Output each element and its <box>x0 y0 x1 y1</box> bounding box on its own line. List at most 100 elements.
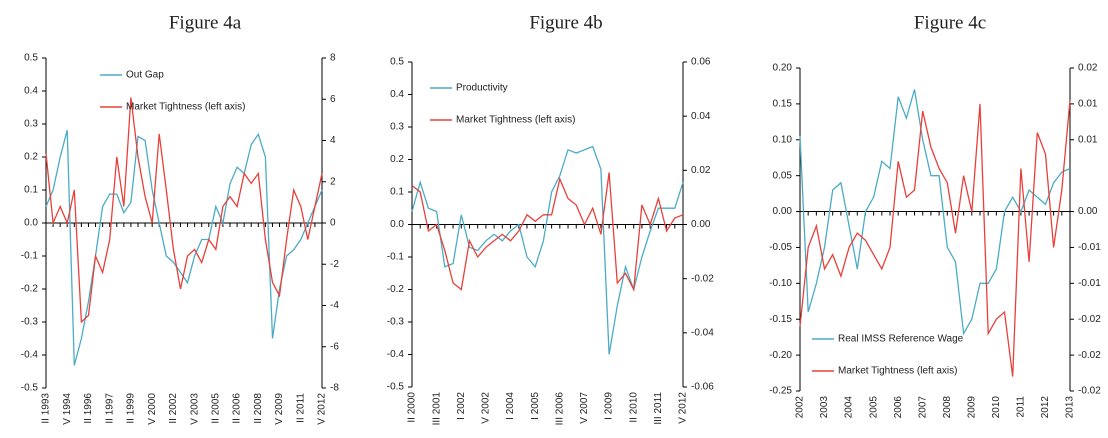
y-tick-label: 0.0 <box>390 219 404 230</box>
legend-label: Market Tightness (left axis) <box>456 115 575 126</box>
legend-label: Real IMSS Reference Wage <box>838 334 964 345</box>
x-tick-label: V 2002 <box>481 392 492 424</box>
series-line <box>45 97 323 324</box>
x-tick-label: 2006 <box>893 396 904 419</box>
x-tick-label: II 2002 <box>168 393 179 424</box>
x-tick-label: II 2005 <box>210 393 221 424</box>
x-tick-label: II 2010 <box>628 392 639 423</box>
x-tick-label: II 2000 <box>407 392 418 423</box>
y2-tick-label: 0.02 <box>1078 63 1098 74</box>
legend-label: Out Gap <box>126 70 164 81</box>
y-tick-label: 0.1 <box>24 185 38 196</box>
y-tick-label: -0.2 <box>387 284 405 295</box>
y-tick-label: -0.15 <box>769 314 792 325</box>
y-tick-label: -0.20 <box>769 350 792 361</box>
y2-tick-label: 0.04 <box>691 111 711 122</box>
x-tick-label: 2008 <box>942 396 953 419</box>
y2-tick-label: -2 <box>330 259 339 270</box>
x-tick-label: II 2008 <box>253 393 264 424</box>
y-tick-label: 0.20 <box>773 63 793 74</box>
y2-tick-label: 6 <box>330 94 336 105</box>
y-tick-label: 0.0 <box>24 218 38 229</box>
y2-tick-label: -0.02 <box>1078 350 1101 361</box>
x-tick-label: II 1999 <box>126 393 137 424</box>
x-tick-label: V 1994 <box>62 393 73 425</box>
x-tick-label: V 2000 <box>147 393 158 425</box>
y2-tick-label: 4 <box>330 135 336 146</box>
y-tick-label: 0.4 <box>24 86 38 97</box>
x-tick-label: 2004 <box>844 396 855 419</box>
y-tick-label: 0.3 <box>24 119 38 130</box>
y-tick-label: 0.15 <box>773 99 793 110</box>
x-tick-label: I 2004 <box>505 392 516 420</box>
y2-tick-label: -0.02 <box>691 273 714 284</box>
y2-tick-label: 0.00 <box>1078 206 1098 217</box>
x-tick-label: 2009 <box>966 396 977 419</box>
series-line <box>799 100 1071 377</box>
y-tick-label: -0.10 <box>769 278 792 289</box>
y-tick-label: 0.3 <box>390 122 404 133</box>
y2-tick-label: 0.01 <box>1078 99 1098 110</box>
y-tick-label: -0.4 <box>387 349 405 360</box>
y-tick-label: -0.2 <box>21 284 39 295</box>
y-tick-label: 0.10 <box>773 134 793 145</box>
series-line <box>45 130 323 366</box>
x-tick-label: V 2012 <box>678 392 689 424</box>
y2-tick-label: 0.01 <box>1078 134 1098 145</box>
x-tick-label: II 1996 <box>83 393 94 424</box>
y-tick-label: -0.05 <box>769 242 792 253</box>
x-tick-label: III 2006 <box>554 392 565 426</box>
y2-tick-label: -0.02 <box>1078 314 1101 325</box>
series-line <box>411 145 684 355</box>
y-tick-label: 0.2 <box>390 154 404 165</box>
y2-tick-label: 0.06 <box>691 57 711 68</box>
x-tick-label: III 2011 <box>653 392 664 425</box>
x-tick-label: 2005 <box>868 396 879 419</box>
legend-label: Productivity <box>456 83 508 94</box>
y2-tick-label: 8 <box>330 53 336 64</box>
x-tick-label: I 2009 <box>604 392 615 420</box>
x-tick-label: 2013 <box>1065 396 1076 419</box>
x-tick-label: 2002 <box>795 396 806 419</box>
y2-tick-label: 0 <box>330 218 336 229</box>
x-tick-label: V 2012 <box>317 393 328 425</box>
y-tick-label: 0.5 <box>24 53 38 64</box>
chart-title: Figure 4a <box>169 12 242 33</box>
x-tick-label: 2010 <box>991 396 1002 419</box>
x-tick-label: II 2006 <box>232 393 243 424</box>
y2-tick-label: -0.01 <box>1078 242 1101 253</box>
x-tick-label: 2003 <box>819 396 830 419</box>
y-tick-label: -0.5 <box>387 382 405 393</box>
y-tick-label: 0.5 <box>390 57 404 68</box>
chart-title: Figure 4b <box>529 12 602 33</box>
y2-tick-label: -0.06 <box>691 382 714 393</box>
y-tick-label: -0.1 <box>387 252 405 263</box>
y-tick-label: -0.3 <box>21 317 39 328</box>
series-line <box>799 89 1071 336</box>
y2-tick-label: 0.00 <box>691 219 711 230</box>
x-tick-label: I 2005 <box>530 392 541 420</box>
legend-label: Market Tightness (left axis) <box>838 366 957 377</box>
x-tick-label: II 2011 <box>295 393 306 423</box>
x-tick-label: 2007 <box>917 396 928 419</box>
y-tick-label: 0.05 <box>773 170 793 181</box>
y-tick-label: -0.1 <box>21 251 39 262</box>
y-tick-label: 0.00 <box>773 206 793 217</box>
y2-tick-label: 2 <box>330 176 336 187</box>
chart-title: Figure 4c <box>914 12 986 33</box>
y2-tick-label: -0.04 <box>691 327 714 338</box>
y-tick-label: -0.4 <box>21 350 39 361</box>
series-line <box>411 172 684 292</box>
x-tick-label: 2011 <box>1016 396 1027 418</box>
x-tick-label: V 2003 <box>189 393 200 425</box>
y2-tick-label: -6 <box>330 341 339 352</box>
x-tick-label: III 2001 <box>431 392 442 426</box>
y2-tick-label: 0.02 <box>691 165 711 176</box>
y-tick-label: -0.3 <box>387 317 405 328</box>
y2-tick-label: -0.02 <box>1078 386 1101 397</box>
y-tick-label: 0.1 <box>390 187 404 198</box>
legend-label: Market Tightness (left axis) <box>126 102 245 113</box>
y-tick-label: -0.5 <box>21 383 39 394</box>
